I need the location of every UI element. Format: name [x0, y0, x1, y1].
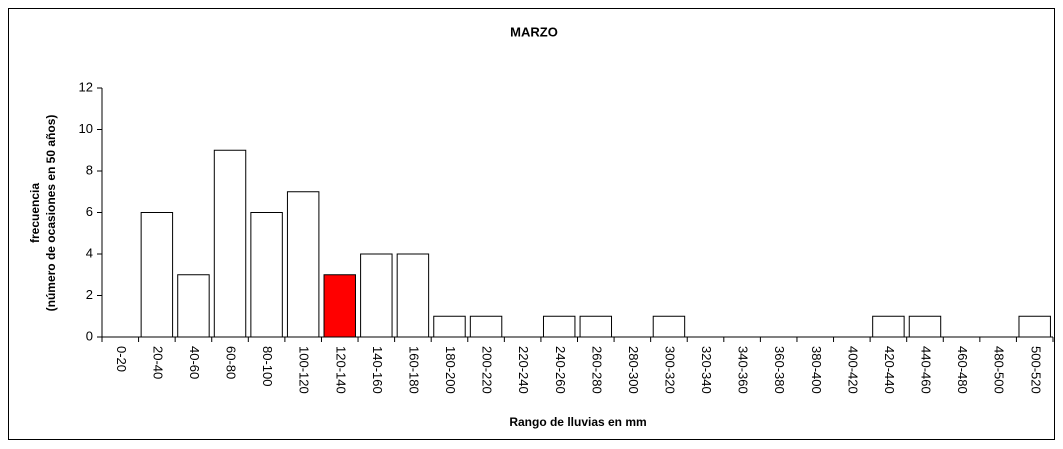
x-tick-label: 260-280: [589, 346, 604, 394]
x-tick-label: 80-100: [260, 346, 275, 386]
bar: [469, 315, 503, 338]
x-tick-label: 100-120: [297, 346, 312, 394]
bar: [177, 274, 210, 338]
x-tick-label: 180-200: [443, 346, 458, 394]
bar: [1018, 315, 1051, 338]
y-tick-label: 4: [86, 245, 93, 260]
bar: [396, 253, 430, 338]
x-tick-label: 280-300: [626, 346, 641, 394]
x-tick-label: 440-460: [919, 346, 934, 394]
x-tick-label: 360-380: [772, 346, 787, 394]
bar: [433, 315, 466, 338]
y-axis-title: (número de ocasiones en 50 años): [44, 115, 58, 312]
y-tick-label: 8: [86, 162, 93, 177]
x-tick-label: 160-180: [406, 346, 421, 394]
bar: [579, 315, 613, 338]
x-tick-label: 320-340: [699, 346, 714, 394]
bar: [250, 212, 283, 338]
y-tick-label: 10: [79, 121, 93, 136]
x-tick-label: 140-160: [370, 346, 385, 394]
y-tick-label: 6: [86, 204, 93, 219]
bar: [140, 212, 174, 338]
y-tick-label: 2: [86, 287, 93, 302]
x-tick-label: 300-320: [663, 346, 678, 394]
x-tick-label: 220-240: [516, 346, 531, 394]
x-tick-label: 0-20: [114, 346, 129, 372]
x-tick-label: 380-400: [809, 346, 824, 394]
y-tick-label: 0: [86, 328, 93, 343]
x-tick-label: 200-220: [480, 346, 495, 394]
bar: [542, 315, 576, 338]
bar: [286, 191, 320, 338]
bar: [872, 315, 905, 338]
x-tick-label: 60-80: [224, 346, 239, 379]
chart-frame: [8, 8, 1055, 440]
bar: [652, 315, 686, 338]
x-tick-label: 460-480: [955, 346, 970, 394]
bar: [323, 274, 356, 338]
y-axis-title: frecuencia: [28, 183, 42, 243]
x-tick-label: 120-140: [333, 346, 348, 394]
x-tick-label: 20-40: [150, 346, 165, 379]
y-tick-label: 12: [79, 79, 93, 94]
x-tick-label: 480-500: [992, 346, 1007, 394]
x-tick-label: 500-520: [1028, 346, 1043, 394]
x-tick-label: 420-440: [882, 346, 897, 394]
x-axis-title: Rango de lluvias en mm: [509, 415, 646, 429]
x-tick-label: 40-60: [187, 346, 202, 379]
chart-title: MARZO: [510, 24, 558, 39]
x-tick-label: 340-360: [736, 346, 751, 394]
bar: [908, 315, 942, 338]
bar: [213, 149, 247, 338]
x-tick-label: 240-260: [553, 346, 568, 394]
bar: [360, 253, 393, 338]
x-tick-label: 400-420: [845, 346, 860, 394]
